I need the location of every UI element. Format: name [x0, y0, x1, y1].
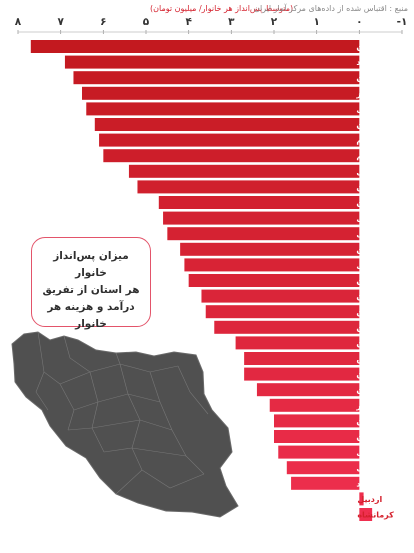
bar — [274, 414, 360, 428]
category-label: مرکزی — [356, 261, 383, 270]
tick-label: ۱ — [313, 16, 319, 28]
category-label: لرستان — [356, 183, 385, 192]
tick-label: ۰ — [356, 16, 362, 28]
category-label: اصفهان — [356, 370, 388, 379]
category-label: اردبیل — [357, 495, 382, 504]
category-label: خراسان جنوبی — [356, 105, 414, 114]
bar — [73, 71, 360, 85]
category-label: کرمانشاه — [357, 511, 394, 520]
category-label: قزوین — [356, 308, 381, 317]
bar — [82, 86, 360, 100]
callout-box: میزان پس‌انداز خانوار هر استان از تفریق … — [31, 237, 151, 330]
bar — [205, 305, 360, 319]
category-label: زنجان — [356, 417, 380, 426]
category-label: البرز — [355, 89, 375, 98]
bar — [359, 492, 364, 506]
tick-label: ۸ — [15, 16, 22, 28]
category-label: فارس — [356, 355, 380, 365]
callout-line-2: هر استان از تفریق — [42, 284, 140, 296]
source-note: منبع : اقتباس شده از داده‌های مرکز آمار … — [254, 4, 408, 13]
category-label: سمنان — [356, 245, 382, 254]
category-label: ایلام — [356, 136, 374, 145]
category-label: همدان — [356, 339, 382, 348]
tick-label: ۳ — [228, 16, 235, 28]
category-label: کهگیلویه و بویراحمد — [356, 478, 414, 488]
category-label: گلستان — [356, 322, 386, 332]
bar — [180, 242, 360, 256]
bar — [244, 367, 360, 381]
bar — [103, 149, 360, 163]
bar — [64, 55, 360, 69]
bar — [274, 430, 360, 443]
category-label: مازندران — [356, 43, 390, 52]
bar — [167, 227, 360, 241]
tick-label: ۵ — [143, 16, 150, 28]
category-label: گیلان — [356, 73, 377, 83]
bar — [214, 320, 360, 334]
tick-label: ۷ — [57, 16, 64, 28]
bar — [201, 289, 360, 303]
bar — [244, 352, 360, 365]
bar — [137, 180, 360, 194]
category-label: قم — [356, 152, 368, 161]
bar — [188, 274, 360, 287]
category-label: آذربایجان شرقی — [356, 166, 414, 176]
category-label: خوزستان — [356, 386, 393, 395]
category-label: کرمان — [356, 121, 381, 130]
bar — [291, 476, 360, 490]
category-label: آذربایجان غربی — [356, 463, 414, 473]
category-label: کردستان — [356, 433, 391, 442]
tick-label: ۶ — [100, 16, 106, 28]
bar — [278, 445, 360, 459]
bar — [269, 398, 360, 412]
bar — [163, 211, 360, 225]
category-label: خراسان شمالی — [356, 214, 414, 223]
tick-label: ۲ — [271, 16, 278, 28]
category-label: بوشهر — [355, 401, 382, 410]
bar — [99, 133, 360, 147]
bar — [86, 102, 360, 116]
bar — [94, 118, 360, 131]
bar — [235, 336, 360, 350]
unit-label: (متوسط پس‌انداز هر خانوار/ میلیون تومان) — [150, 4, 294, 13]
category-label: تهران — [356, 292, 379, 301]
category-label: چهارمحال و بختیاری — [356, 230, 414, 239]
bar — [256, 383, 360, 397]
bar — [128, 164, 360, 178]
tick-label: ۴ — [185, 16, 192, 28]
callout-line-1: میزان پس‌انداز خانوار — [53, 250, 129, 279]
category-label: یزد — [356, 58, 368, 67]
callout-line-3: درآمد و هزینه هر خانوار — [47, 301, 135, 330]
bar — [359, 508, 373, 521]
bar — [184, 258, 360, 272]
bar — [286, 461, 360, 475]
bar — [158, 196, 360, 209]
category-label: خراسان رضوی — [356, 448, 414, 457]
bar — [30, 40, 360, 53]
tick-label: -۱ — [397, 16, 408, 28]
category-label: هرمزگان — [356, 276, 391, 286]
category-label: سیستان و بلوچستان — [356, 199, 414, 208]
